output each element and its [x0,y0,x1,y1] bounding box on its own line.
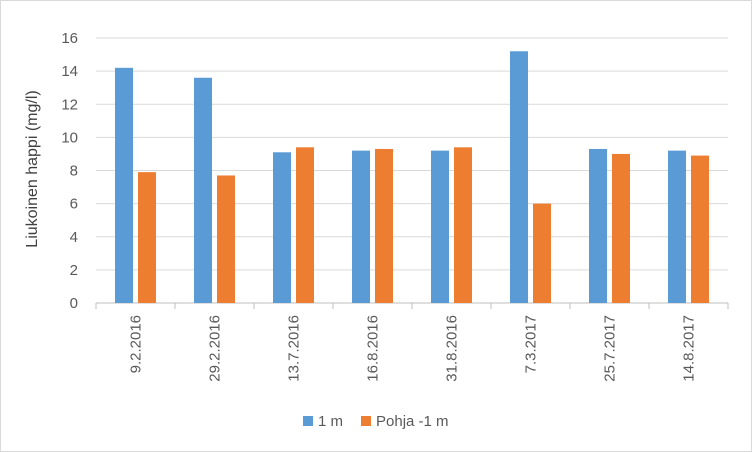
y-tick-label: 12 [61,96,78,113]
x-category-label: 13.7.2016 [286,315,303,382]
bar-series-pohja-0 [138,172,156,303]
bar-series-pohja-6 [612,153,630,303]
legend-swatch [361,416,371,426]
legend-entry: Pohja -1 m [376,413,449,430]
y-tick-label: 2 [70,262,78,279]
y-tick-label: 6 [70,196,78,213]
category-labels: 9.2.2016 29.2.2016 13.7.2016 16.8.2016 31.8.… [128,315,698,382]
bar-series-1m-1 [194,77,212,303]
bar-series-pohja-1 [217,175,235,303]
y-axis-ticks: 0 2 4 6 8 10 12 14 16 [61,30,78,312]
gridlines [96,37,728,271]
y-tick-label: 10 [61,129,78,146]
bar-series-pohja-3 [375,148,393,303]
bar-series-1m-3 [352,150,370,303]
x-category-label: 16.8.2016 [365,315,382,382]
x-category-label: 14.8.2017 [681,315,698,382]
x-category-label: 9.2.2016 [128,315,145,373]
legend-swatch [303,416,313,426]
bar-series-1m-2 [273,152,291,303]
bar-series-1m-0 [115,67,133,303]
bar-series-1m-6 [589,148,607,303]
bar-series-pohja-2 [296,147,314,303]
x-axis [95,302,729,309]
x-category-label: 7.3.2017 [523,315,540,373]
y-tick-label: 16 [61,30,78,47]
y-axis-label: Liukoinen happi (mg/l) [24,90,41,247]
legend: 1 m Pohja -1 m [303,413,449,430]
y-tick-label: 0 [70,295,78,312]
bar-series-1m-4 [431,150,449,303]
bar-series-1m-7 [668,150,686,303]
x-category-label: 29.2.2016 [207,315,224,382]
y-tick-label: 14 [61,63,78,80]
legend-entry: 1 m [318,413,343,430]
bar-series-pohja-5 [533,203,551,303]
x-category-label: 31.8.2016 [444,315,461,382]
bar-series-1m-5 [510,51,528,303]
y-tick-label: 8 [70,163,78,180]
y-tick-label: 4 [70,229,78,246]
x-category-label: 25.7.2017 [602,315,619,382]
bars [115,51,709,303]
bar-series-pohja-4 [454,147,472,303]
bar-series-pohja-7 [691,155,709,303]
